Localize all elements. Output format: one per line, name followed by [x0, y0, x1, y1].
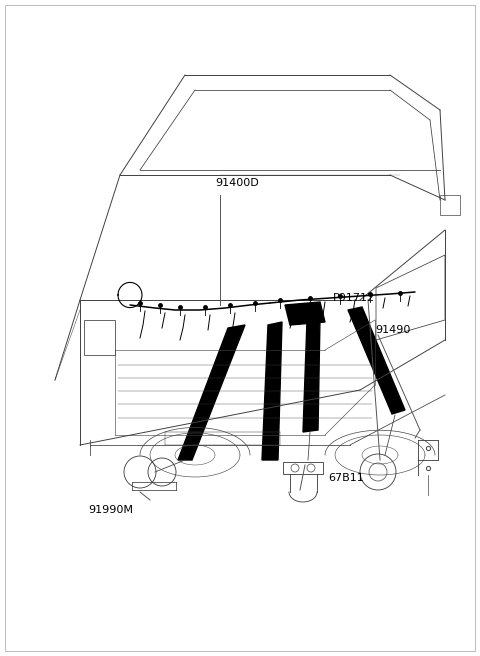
Polygon shape: [262, 322, 282, 460]
Polygon shape: [303, 318, 320, 432]
Polygon shape: [285, 302, 325, 325]
Text: 91490: 91490: [375, 325, 410, 335]
Polygon shape: [348, 307, 405, 414]
Polygon shape: [440, 195, 460, 215]
Text: 91400D: 91400D: [215, 178, 259, 188]
Text: P91712: P91712: [333, 293, 375, 303]
Text: 67B11: 67B11: [328, 473, 364, 483]
Polygon shape: [178, 325, 245, 460]
Text: 91990M: 91990M: [88, 505, 133, 515]
